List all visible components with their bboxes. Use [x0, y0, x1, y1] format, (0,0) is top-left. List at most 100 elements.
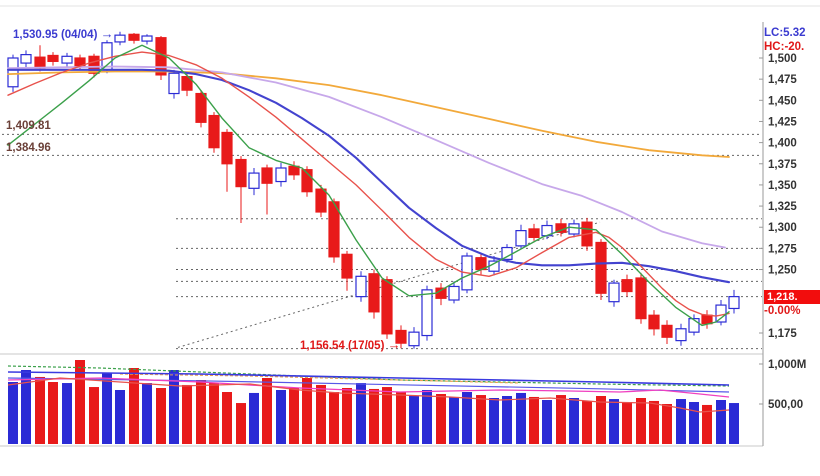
volume-bar	[436, 394, 446, 444]
candle-body	[448, 285, 460, 301]
candle-body	[728, 296, 740, 310]
volume-bar	[569, 398, 579, 444]
hc-readout: HC:-20.	[764, 41, 805, 53]
volume-axis-labels: 1,000M 500,00	[759, 359, 806, 411]
candle-body	[568, 223, 580, 235]
candle-body	[368, 273, 380, 313]
candle-body	[715, 304, 727, 323]
volume-bar	[142, 383, 152, 444]
volume-bar	[596, 396, 606, 444]
volume-bar	[449, 396, 459, 444]
volume-bar	[542, 400, 552, 444]
volume-bar	[316, 384, 326, 444]
candle-body	[515, 230, 527, 247]
volume-bar	[529, 396, 539, 444]
candle-body	[528, 228, 540, 238]
volume-tick-label: 1,000M	[768, 359, 806, 371]
price-tick-label: 1,500	[768, 53, 797, 65]
price-tick-label: 1,375	[768, 159, 797, 171]
price-ma-layer	[6, 44, 731, 327]
candle-body	[661, 324, 673, 338]
volume-bar	[356, 383, 366, 444]
high-arrow-icon: →	[100, 26, 114, 41]
volume-bar	[236, 403, 246, 444]
volume-bar	[396, 392, 406, 444]
volume-bar	[636, 398, 646, 444]
volume-bar	[582, 400, 592, 444]
vol-ma-blue-2	[7, 377, 730, 393]
volume-bar	[462, 392, 472, 444]
candle-body	[235, 158, 247, 188]
volume-bars-layer	[8, 360, 739, 444]
pivot-level-1384-label: 1,384.96	[6, 142, 51, 154]
candle-body	[395, 329, 407, 344]
volume-bar	[422, 390, 432, 444]
candle-body	[208, 114, 220, 149]
candle-body	[7, 57, 19, 88]
candle-body	[128, 33, 140, 41]
candlestick-layer	[7, 31, 740, 349]
volume-bar	[62, 383, 72, 444]
volume-bar	[516, 392, 526, 444]
candle-body	[421, 289, 433, 337]
volume-bar	[8, 382, 18, 444]
volume-bar	[21, 370, 31, 444]
volume-bar	[609, 399, 619, 444]
candle-body	[195, 92, 207, 123]
candle-body	[381, 279, 393, 335]
volume-bar	[276, 390, 286, 444]
candle-body	[501, 246, 513, 260]
volume-bar	[662, 404, 672, 444]
volume-bar	[382, 387, 392, 444]
candle-body	[141, 35, 153, 42]
candle-body	[621, 279, 633, 293]
volume-bar	[262, 378, 272, 444]
price-tick-label: 1,175	[768, 328, 797, 340]
vol-ma-red	[7, 377, 730, 413]
volume-bar	[89, 387, 99, 444]
price-tick-label: 1,250	[768, 265, 797, 277]
candle-body	[688, 318, 700, 333]
volume-ma-layer	[7, 365, 730, 413]
volume-bar	[556, 395, 566, 444]
volume-bar	[716, 400, 726, 444]
candle-body	[408, 331, 420, 347]
volume-bar	[409, 396, 419, 444]
candle-body	[168, 72, 180, 95]
candle-body	[608, 282, 620, 303]
price-tick-label: 1,350	[768, 180, 797, 192]
volume-bar	[329, 392, 339, 444]
candle-body	[328, 201, 340, 258]
chart-frame	[0, 5, 820, 447]
price-tick-label: 1,325	[768, 201, 797, 213]
price-tick-label: 1,300	[768, 222, 797, 234]
candle-body	[315, 188, 327, 213]
candle-body	[261, 167, 273, 184]
volume-bar	[75, 360, 85, 444]
candle-body	[114, 34, 126, 43]
candle-body	[355, 275, 367, 298]
price-tick-label: 1,400	[768, 138, 797, 150]
volume-bar	[196, 380, 206, 444]
volume-bar	[115, 390, 125, 444]
candle-body	[61, 55, 73, 64]
low-annotation-text: 1,156.54 (17/05)	[300, 340, 385, 352]
candle-body	[648, 314, 660, 330]
candle-body	[181, 76, 193, 91]
volume-bar	[622, 402, 632, 444]
volume-bar	[649, 400, 659, 444]
volume-bar	[35, 376, 45, 444]
candle-body	[221, 131, 233, 165]
volume-bar	[169, 370, 179, 444]
volume-bar	[489, 398, 499, 444]
candle-body	[701, 314, 713, 325]
volume-bar	[302, 378, 312, 444]
ma-red	[7, 51, 730, 317]
volume-bar	[289, 388, 299, 444]
low-annotation: 1,156.54 (17/05) →	[300, 338, 401, 353]
pivot-level-1409-label: 1,409.81	[6, 120, 51, 132]
candle-body	[675, 328, 687, 342]
high-annotation-text: 1,530.95 (04/04)	[13, 29, 98, 41]
volume-bar	[729, 403, 739, 444]
